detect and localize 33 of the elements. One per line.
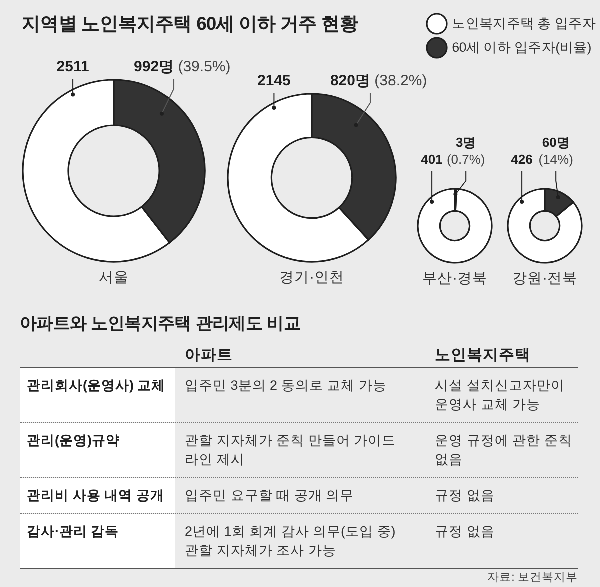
text: 60명 (14%) — [538, 135, 574, 168]
text: 자료: 보건복지부 — [488, 572, 578, 584]
chart-title: 지역별 노인복지주택 60세 이하 거주 현황 — [22, 13, 358, 34]
text: 3명 (0.7%) — [446, 135, 486, 168]
text: 입주민 3분의 2 동의로 교체 가능 — [185, 378, 387, 393]
text: 강원·전북 — [512, 271, 578, 287]
category-label: 관리(운영)규약 — [27, 433, 120, 448]
text: 부산·경북 — [422, 271, 488, 287]
category-label: 아파트 — [185, 347, 233, 364]
text: 2145 — [258, 72, 291, 90]
text: 규정 없음 — [435, 488, 495, 503]
category-label: 노인복지주택 — [435, 347, 531, 364]
text: 관할 지자체가 준칙 만들어 가이드 라인 제시 — [185, 433, 396, 467]
category-label: 관리비 사용 내역 공개 — [27, 488, 164, 503]
text: 시설 설치신고자만이 운영사 교체 가능 — [435, 378, 565, 412]
text: 규정 없음 — [435, 524, 495, 539]
text: 401 — [421, 152, 443, 168]
legend-label: 노인복지주택 총 입주자 — [452, 16, 596, 31]
text: 아파트와 노인복지주택 관리제도 비교 — [20, 314, 300, 333]
category-label: 관리회사(운영사) 교체 — [27, 378, 166, 393]
donut-slice — [417, 188, 493, 264]
text: 서울 — [99, 270, 129, 286]
text: 426 — [511, 152, 533, 168]
text: 2511 — [56, 58, 90, 76]
text: 992명 (39.5%) — [134, 58, 231, 76]
text: 운영 규정에 관한 준칙 없음 — [435, 433, 572, 467]
text: 820명 (38.2%) — [330, 72, 428, 90]
legend-label: 60세 이하 입주자(비율) — [452, 40, 592, 55]
category-label: 감사·관리 감독 — [27, 524, 120, 539]
text: 2년에 1회 회계 감사 의무(도입 중) 관할 지자체가 조사 가능 — [185, 524, 396, 558]
donut-slice — [507, 188, 583, 264]
text: 입주민 요구할 때 공개 의무 — [185, 488, 354, 503]
text: 경기·인천 — [280, 270, 344, 286]
